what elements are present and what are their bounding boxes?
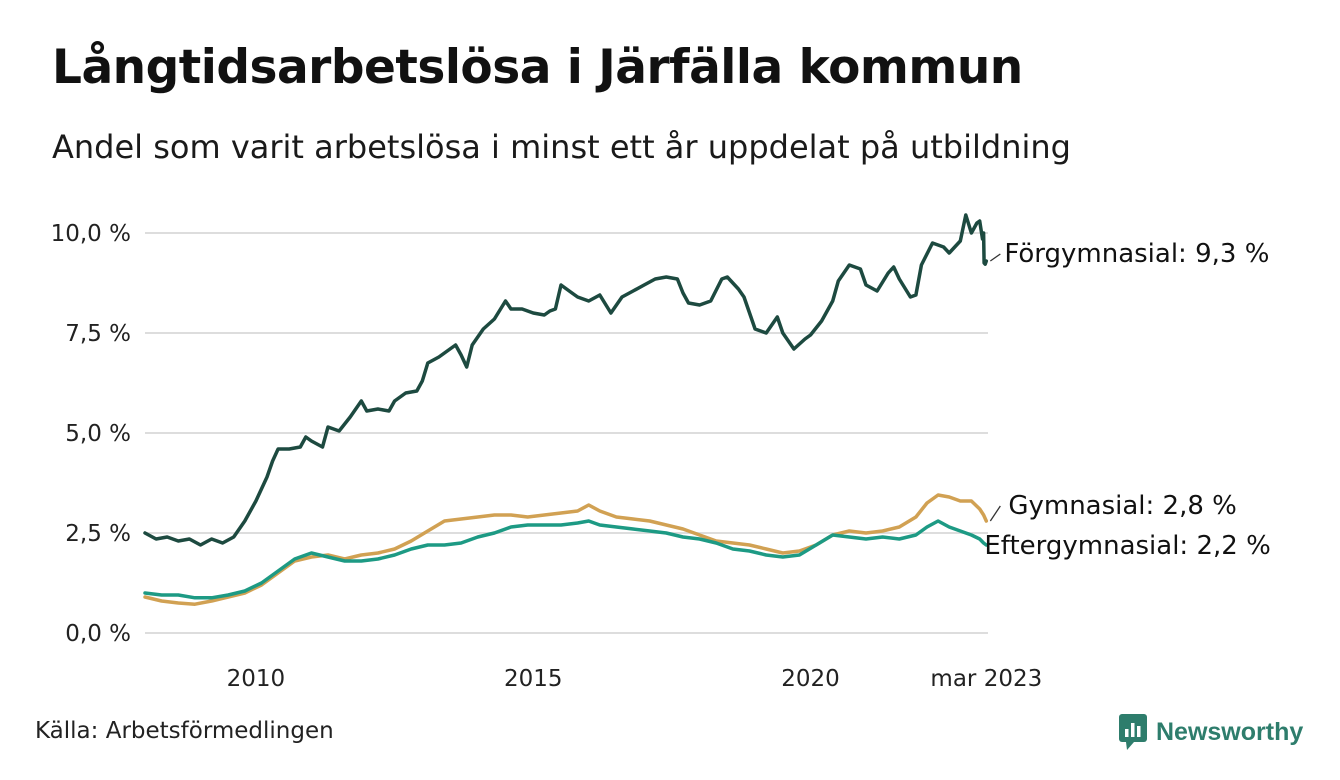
- y-tick-label: 10,0 %: [51, 221, 131, 247]
- y-tick-label: 7,5 %: [65, 321, 131, 347]
- brand-name: Newsworthy: [1156, 717, 1304, 746]
- chart-title: Långtidsarbetslösa i Järfälla kommun: [52, 40, 1023, 95]
- y-tick-label: 2,5 %: [65, 521, 131, 547]
- source-note: Källa: Arbetsförmedlingen: [35, 718, 334, 744]
- x-tick-label: mar 2023: [930, 666, 1042, 692]
- y-tick-label: 0,0 %: [65, 621, 131, 647]
- x-tick-label: 2020: [781, 666, 840, 692]
- series-line-eftergymnasial: [143, 519, 989, 600]
- end-label-förgymnasial: Förgymnasial: 9,3 %: [1004, 239, 1269, 269]
- y-tick-label: 5,0 %: [65, 421, 131, 447]
- end-label-gymnasial: Gymnasial: 2,8 %: [1008, 491, 1237, 521]
- x-tick-label: 2015: [504, 666, 563, 692]
- series-line-förgymnasial: [143, 213, 989, 547]
- chart-subtitle: Andel som varit arbetslösa i minst ett å…: [52, 128, 1071, 166]
- end-label-eftergymnasial: Eftergymnasial: 2,2 %: [984, 531, 1270, 561]
- end-label-leader: [989, 253, 1001, 262]
- newsworthy-logo-icon: [1119, 714, 1147, 750]
- newsworthy-logo[interactable]: Newsworthy: [1118, 712, 1303, 752]
- x-tick-label: 2010: [227, 666, 286, 692]
- end-label-leader: [989, 505, 1001, 522]
- series-line-gymnasial: [143, 493, 989, 606]
